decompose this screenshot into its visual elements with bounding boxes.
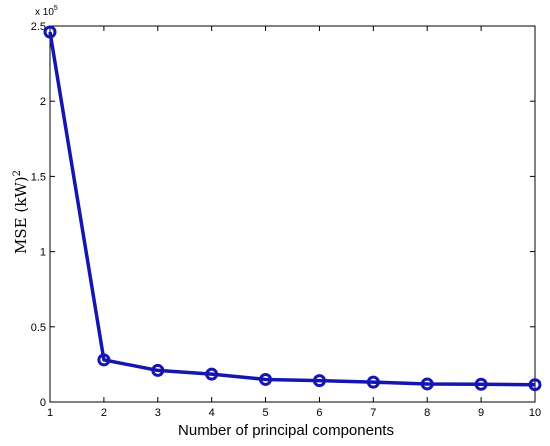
x-tick-label: 9	[478, 407, 484, 419]
data-point	[474, 377, 488, 391]
x-tick-label: 8	[424, 407, 430, 419]
plot-frame	[49, 25, 536, 403]
data-point	[366, 375, 380, 389]
y-axis-label-sup: 2	[12, 170, 23, 176]
axis-ticks	[49, 25, 536, 403]
y-tick-label: 2	[40, 96, 46, 108]
y-multiplier-exponent: 5	[54, 5, 58, 12]
y-multiplier: x 105	[35, 5, 58, 18]
data-point	[312, 374, 326, 388]
series-line	[48, 31, 536, 387]
x-tick-label: 10	[529, 407, 541, 419]
y-tick-label: 2.5	[31, 21, 46, 33]
series-markers	[43, 25, 542, 392]
y-tick-label: 1.5	[31, 171, 46, 183]
x-tick-label: 3	[155, 407, 161, 419]
y-axis-label-base: MSE (kW)	[12, 176, 30, 254]
x-tick-label: 5	[262, 407, 268, 419]
x-tick-label: 6	[316, 407, 322, 419]
tick-labels: 1 2 3 4 5 6 7 8 9 10 0 0.5 1 1.5 2 2.5	[31, 21, 541, 419]
y-tick-label: 0	[40, 397, 46, 409]
x-axis-label: Number of principal components	[178, 422, 394, 439]
y-tick-label: 0.5	[31, 322, 46, 334]
x-tick-label: 4	[209, 407, 215, 419]
data-point	[97, 353, 111, 367]
x-tick-label: 7	[370, 407, 376, 419]
x-tick-label: 2	[101, 407, 107, 419]
y-multiplier-base: x 10	[35, 7, 54, 18]
y-axis-label: MSE (kW)2	[12, 170, 30, 254]
data-point	[43, 25, 57, 39]
data-point	[420, 377, 434, 391]
data-point	[259, 372, 273, 386]
data-point	[151, 363, 165, 377]
data-point	[528, 378, 542, 392]
data-point	[205, 367, 219, 381]
y-tick-label: 1	[40, 247, 46, 259]
x-tick-label: 1	[47, 407, 53, 419]
